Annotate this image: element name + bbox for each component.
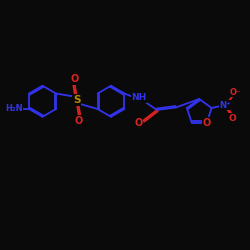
Text: NH: NH xyxy=(132,93,146,102)
Text: O⁻: O⁻ xyxy=(229,88,240,97)
Text: N⁺: N⁺ xyxy=(220,101,231,110)
Text: O: O xyxy=(71,74,79,85)
Text: O: O xyxy=(228,114,236,123)
Text: S: S xyxy=(73,95,80,105)
Text: O: O xyxy=(202,118,210,128)
Text: H₂N: H₂N xyxy=(5,104,22,113)
Text: O: O xyxy=(134,118,143,128)
Text: O: O xyxy=(74,116,83,126)
